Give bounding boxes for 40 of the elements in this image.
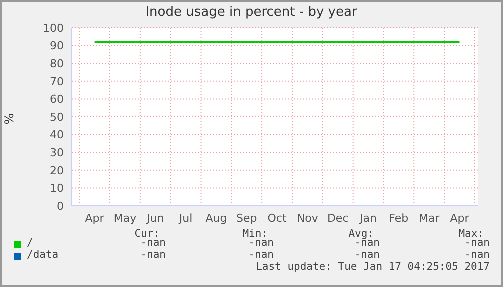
text: -nan xyxy=(248,237,274,249)
x-tick-label: Nov xyxy=(296,212,319,225)
text: -nan xyxy=(464,249,490,261)
chart-title: Inode usage in percent - by year xyxy=(144,5,358,20)
y-tick-label: 40 xyxy=(50,128,64,142)
x-tick-label: May xyxy=(114,212,138,225)
text: Min: xyxy=(242,228,268,240)
text: -nan xyxy=(140,249,166,261)
y-tick-label: 50 xyxy=(50,110,64,124)
y-tick-label: 100 xyxy=(43,22,64,35)
text: Max: xyxy=(458,228,484,240)
x-tick-label: Sep xyxy=(236,212,258,225)
x-tick-label: Jun xyxy=(146,212,164,225)
y-tick-label: 30 xyxy=(50,146,64,160)
y-tick-label: 20 xyxy=(50,164,64,178)
text: -nan xyxy=(354,249,380,261)
text: Cur: xyxy=(134,228,160,240)
y-tick-label: 70 xyxy=(50,75,64,88)
text: Avg: xyxy=(348,228,374,240)
text: -nan xyxy=(464,237,490,249)
x-tick-label: Apr xyxy=(450,212,470,225)
y-tick-label: 60 xyxy=(50,93,64,106)
y-tick-label: 10 xyxy=(50,182,64,196)
legend-label: /data xyxy=(27,249,59,261)
legend-label: / xyxy=(27,237,34,249)
x-tick-label: Jul xyxy=(178,212,193,225)
x-tick-label: Apr xyxy=(85,212,105,225)
x-tick-label: Aug xyxy=(206,212,228,225)
x-tick-label: Oct xyxy=(268,212,288,225)
x-tick-label: Feb xyxy=(389,212,409,225)
y-tick-label: 90 xyxy=(50,40,64,53)
text: -nan xyxy=(248,249,274,261)
text: -nan xyxy=(140,237,166,249)
y-axis-title: % xyxy=(2,113,17,125)
x-tick-label: Dec xyxy=(327,212,349,225)
x-tick-label: Mar xyxy=(418,212,440,225)
x-tick-label: Jan xyxy=(359,212,378,225)
text: Last update: Tue Jan 17 04:25:05 2017 xyxy=(256,261,490,273)
y-tick-label: 0 xyxy=(57,200,64,213)
y-tick-label: 80 xyxy=(50,58,64,71)
